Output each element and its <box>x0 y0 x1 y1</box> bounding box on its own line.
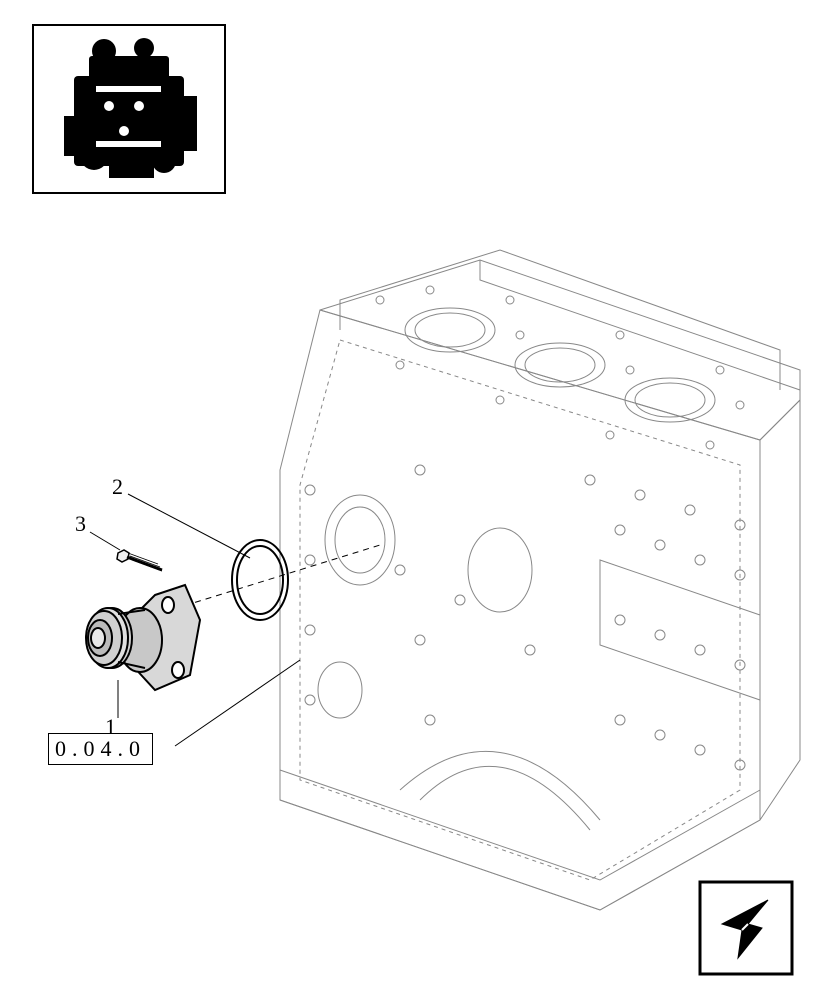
callout-3-label: 3 <box>75 511 86 536</box>
callout-3: 3 <box>75 511 86 537</box>
arrow-left-icon <box>698 880 794 976</box>
part-bolt <box>117 550 162 571</box>
engine-block-phantom <box>280 250 800 910</box>
nav-arrow-badge[interactable] <box>698 880 794 976</box>
part-water-pump <box>86 585 200 690</box>
reference-label: 0.04.0 <box>55 736 146 761</box>
callout-2: 2 <box>112 474 123 500</box>
reference-box: 0.04.0 <box>48 733 153 765</box>
callout-2-label: 2 <box>112 474 123 499</box>
diagram-canvas: 2 3 1 0.04.0 <box>0 0 820 1000</box>
main-diagram-svg <box>0 0 820 1000</box>
